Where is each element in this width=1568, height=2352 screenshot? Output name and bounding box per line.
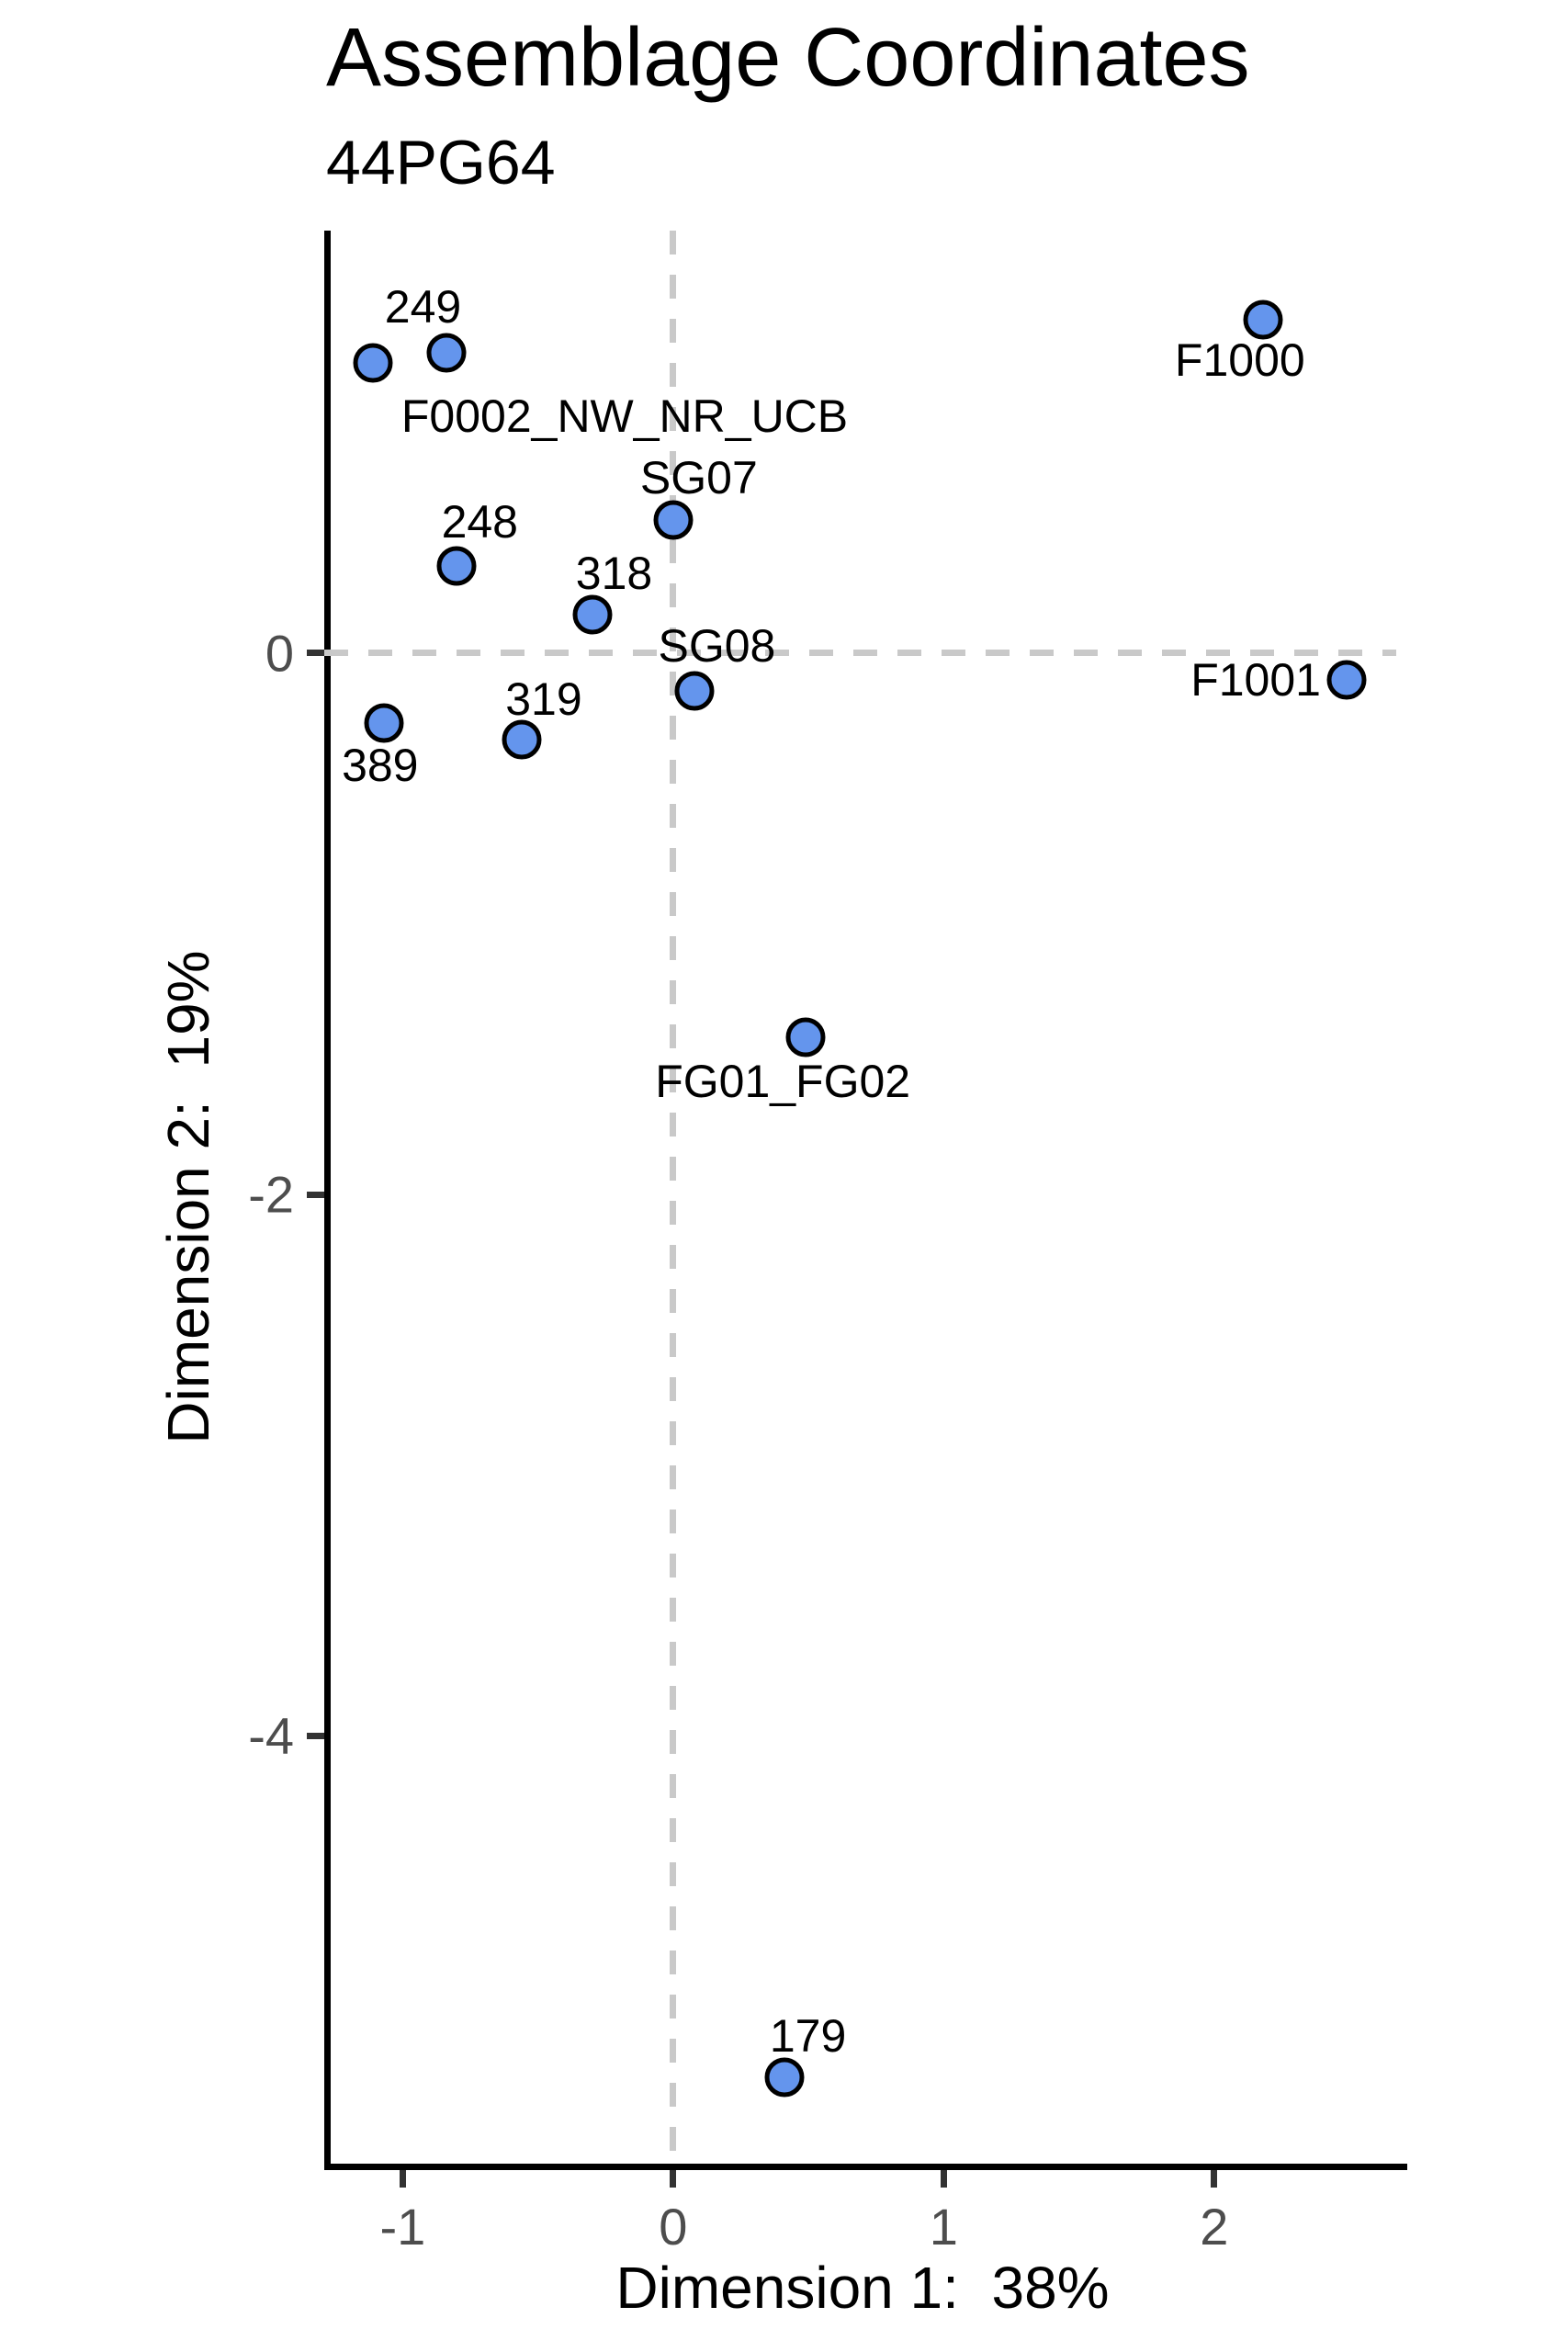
x-axis-title: Dimension 1: 38%	[615, 2255, 1110, 2321]
data-point-label: F0002_NW_NR_UCB	[400, 390, 849, 443]
data-point-label: 248	[441, 496, 518, 548]
chart-title: Assemblage Coordinates	[326, 12, 1250, 104]
data-point	[436, 546, 477, 586]
data-point	[653, 500, 694, 540]
data-point	[785, 1017, 826, 1057]
data-point	[1326, 660, 1367, 700]
x-axis-tick-label: 2	[1200, 2198, 1229, 2256]
y-axis-tick-label: 0	[265, 624, 294, 683]
y-axis-tick	[307, 1732, 324, 1739]
zero-x-reference-line	[670, 231, 677, 2164]
y-axis-tick	[307, 650, 324, 657]
data-point-label: 319	[505, 673, 582, 725]
data-point-label: SG07	[639, 452, 758, 504]
y-axis-tick-label: -4	[248, 1706, 294, 1765]
data-point	[353, 343, 393, 383]
x-axis-tick-label: -1	[379, 2198, 426, 2256]
data-point-label: F1001	[1190, 654, 1321, 707]
data-point-label: F1000	[1174, 334, 1305, 387]
y-axis-tick-label: -2	[248, 1165, 294, 1224]
y-axis-tick	[307, 1191, 324, 1198]
data-point-label: SG08	[658, 619, 776, 672]
data-point	[572, 594, 613, 635]
chart-subtitle: 44PG64	[326, 128, 556, 198]
zero-y-reference-line	[324, 650, 1396, 657]
data-point-label: 318	[575, 548, 653, 600]
x-axis-tick-label: 1	[929, 2198, 958, 2256]
data-point-label: FG01_FG02	[655, 1056, 911, 1108]
data-point	[764, 2057, 805, 2098]
data-point-label: 179	[769, 2009, 847, 2062]
x-axis-tick-label: 0	[659, 2198, 688, 2256]
plot-panel	[324, 231, 1407, 2170]
data-point-label: 389	[342, 740, 419, 792]
x-axis-tick	[670, 2170, 677, 2188]
x-axis-tick	[940, 2170, 947, 2188]
data-point	[1243, 300, 1283, 340]
x-axis-tick	[399, 2170, 406, 2188]
x-axis-tick	[1211, 2170, 1218, 2188]
data-point-label: 249	[384, 280, 462, 333]
data-point	[502, 719, 542, 760]
y-axis-title: Dimension 2: 19%	[155, 950, 221, 1444]
data-point	[426, 333, 466, 373]
data-point	[674, 671, 715, 711]
data-point	[364, 703, 404, 743]
